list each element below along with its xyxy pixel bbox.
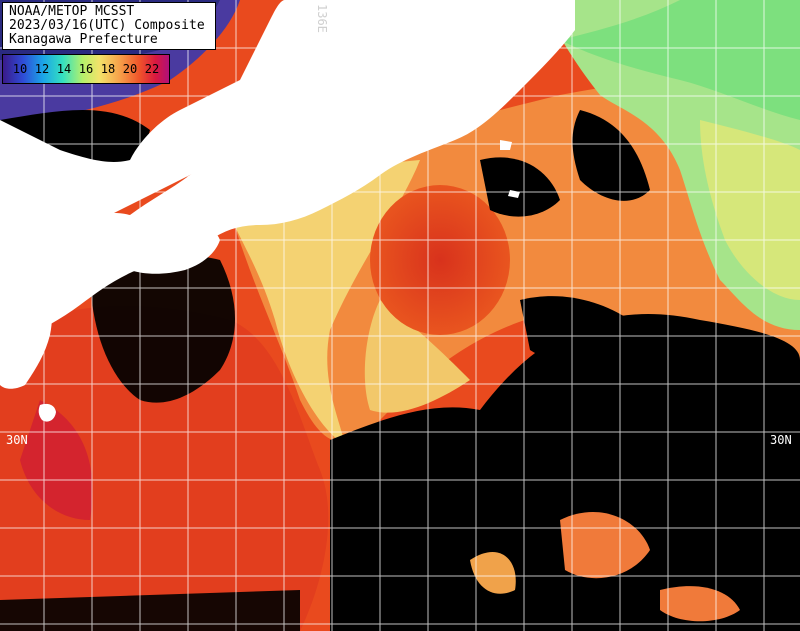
- title-line-date: 2023/03/16(UTC) Composite: [9, 18, 205, 33]
- title-line-source: NOAA/METOP MCSST: [9, 4, 135, 19]
- cloud-mask-central: [480, 157, 560, 217]
- latitude-label-right: 30N: [770, 433, 792, 447]
- map-title-box: NOAA/METOP MCSST 2023/03/16(UTC) Composi…: [2, 2, 216, 50]
- longitude-label-top: 136E: [315, 4, 329, 33]
- land-islet: [500, 140, 512, 150]
- sea-surface-gap-southeast: [560, 511, 650, 579]
- cloud-mask-south: [0, 590, 300, 631]
- legend-tick: 18: [100, 62, 116, 76]
- legend-tick: 16: [78, 62, 94, 76]
- legend-tick: 20: [122, 62, 138, 76]
- legend-tick: 14: [56, 62, 72, 76]
- title-line-region: Kanagawa Prefecture: [9, 32, 158, 47]
- cloud-mask-north: [572, 110, 650, 201]
- legend-tick: 10: [12, 62, 28, 76]
- land-island: [38, 403, 56, 422]
- latitude-label-left: 30N: [6, 433, 28, 447]
- sea-surface-warm-southwest: [0, 306, 329, 631]
- cloud-mask-west: [90, 253, 235, 403]
- land-shikoku: [130, 227, 220, 274]
- kuroshio-warm-core: [370, 185, 510, 335]
- legend-tick: 12: [34, 62, 50, 76]
- sea-surface-hot-patch: [20, 400, 93, 520]
- sea-surface-gap-southeast-2: [660, 586, 740, 622]
- land-kyushu: [0, 253, 52, 389]
- land-chugoku: [0, 0, 575, 245]
- sea-surface-cool-east: [700, 120, 800, 300]
- legend-tick: 22: [144, 62, 160, 76]
- cloud-mask-southeast: [330, 314, 800, 631]
- sea-surface-gap-south: [470, 551, 516, 594]
- sea-surface-cool-coastal: [230, 160, 420, 445]
- cloud-mask-mid: [520, 296, 630, 360]
- temperature-legend: 10 12 14 16 18 20 22: [2, 54, 170, 84]
